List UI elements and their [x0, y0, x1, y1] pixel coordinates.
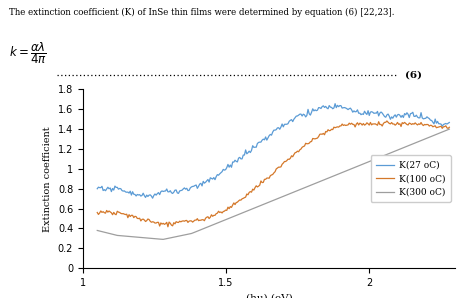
K(27 oC)	[304, 114, 310, 117]
Text: (6): (6)	[405, 71, 422, 80]
K(100 oC)	[311, 137, 317, 141]
Y-axis label: Extinction coefficient: Extinction coefficient	[43, 126, 52, 232]
K(100 oC)	[94, 211, 100, 214]
K(27 oC)	[96, 185, 101, 189]
K(27 oC)	[150, 196, 155, 200]
Legend: K(27 oC), K(100 oC), K(300 oC): K(27 oC), K(100 oC), K(300 oC)	[371, 155, 450, 202]
Line: K(100 oC): K(100 oC)	[97, 121, 449, 227]
K(300 oC)	[447, 127, 452, 131]
K(27 oC)	[393, 115, 399, 119]
K(300 oC)	[305, 184, 311, 188]
Text: $k=\dfrac{\alpha\lambda}{4\pi}$: $k=\dfrac{\alpha\lambda}{4\pi}$	[9, 40, 47, 66]
K(100 oC)	[447, 125, 452, 129]
X-axis label: (hu) (eV): (hu) (eV)	[246, 294, 292, 298]
K(100 oC)	[393, 122, 399, 126]
K(100 oC)	[384, 119, 390, 123]
K(100 oC)	[96, 213, 101, 216]
K(100 oC)	[165, 225, 171, 229]
K(300 oC)	[304, 185, 310, 189]
K(27 oC)	[311, 109, 317, 113]
K(27 oC)	[305, 108, 311, 111]
K(27 oC)	[332, 102, 338, 105]
K(300 oC)	[160, 238, 166, 241]
K(300 oC)	[96, 229, 101, 232]
K(27 oC)	[416, 116, 421, 120]
K(300 oC)	[311, 182, 317, 186]
K(100 oC)	[416, 122, 421, 126]
K(27 oC)	[447, 121, 452, 124]
K(27 oC)	[94, 187, 100, 190]
Line: K(300 oC): K(300 oC)	[97, 129, 449, 239]
K(300 oC)	[392, 149, 398, 153]
K(300 oC)	[415, 140, 420, 144]
K(300 oC)	[94, 229, 100, 232]
K(100 oC)	[304, 142, 310, 145]
K(100 oC)	[305, 142, 311, 145]
Line: K(27 oC): K(27 oC)	[97, 104, 449, 198]
Text: The extinction coefficient (K) of InSe thin films were determined by equation (6: The extinction coefficient (K) of InSe t…	[9, 7, 395, 17]
